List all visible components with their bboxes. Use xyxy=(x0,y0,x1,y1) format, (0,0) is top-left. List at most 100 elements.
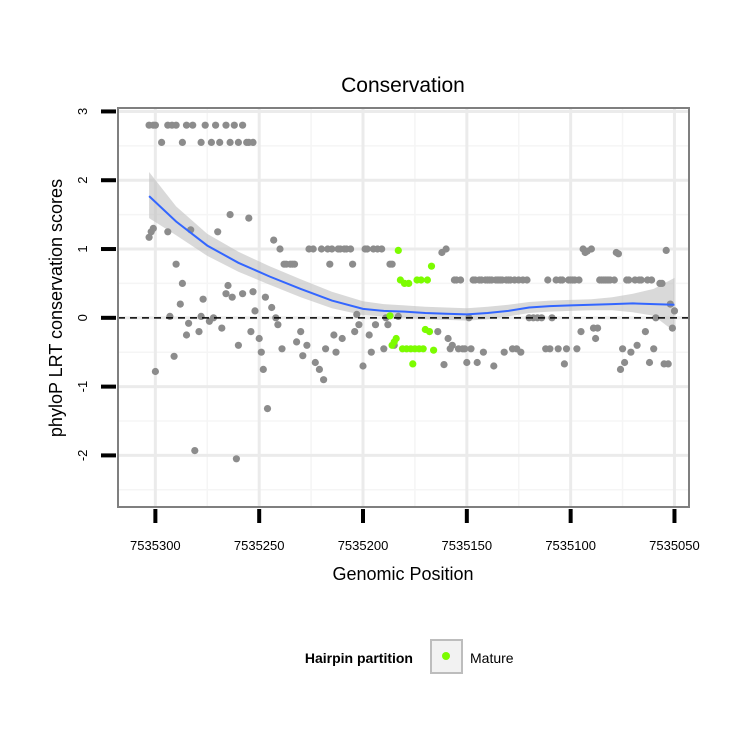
data-point xyxy=(664,360,672,368)
legend: Hairpin partition Mature xyxy=(305,639,514,674)
x-tick-label: 7535150 xyxy=(442,538,493,553)
data-point xyxy=(212,121,220,129)
legend-title: Hairpin partition xyxy=(305,650,413,666)
data-point xyxy=(303,341,311,349)
data-point xyxy=(249,288,257,296)
data-point xyxy=(151,367,159,376)
data-point xyxy=(637,276,645,284)
data-point xyxy=(650,345,658,353)
data-point xyxy=(473,358,481,367)
data-point xyxy=(457,276,465,284)
data-point xyxy=(297,328,305,336)
mature-data-point xyxy=(430,346,438,354)
mature-data-point xyxy=(392,334,400,343)
data-point xyxy=(214,228,222,236)
data-point xyxy=(232,455,240,463)
data-point xyxy=(546,345,554,353)
data-point xyxy=(176,300,184,308)
data-point xyxy=(172,260,180,268)
data-point xyxy=(332,348,340,356)
x-tick-label: 7535050 xyxy=(649,538,700,553)
y-axis: 3 2 1 0 -1 -2 xyxy=(75,108,116,461)
data-point xyxy=(380,345,388,353)
data-point xyxy=(149,224,157,232)
chart-title: Conservation xyxy=(341,74,465,97)
data-point xyxy=(276,245,284,253)
mature-data-point xyxy=(419,345,427,353)
data-point xyxy=(189,121,197,129)
mature-data-point xyxy=(409,360,417,368)
data-point xyxy=(315,365,323,373)
data-point xyxy=(209,314,218,322)
data-point xyxy=(249,138,257,146)
data-point xyxy=(317,245,326,253)
data-point xyxy=(197,138,205,146)
legend-key-mature-dot xyxy=(442,652,450,660)
data-point xyxy=(444,334,452,343)
data-point xyxy=(170,352,178,360)
data-point xyxy=(222,121,230,129)
data-point xyxy=(228,293,236,301)
data-point xyxy=(560,360,569,368)
data-point xyxy=(614,250,623,258)
mature-data-point xyxy=(417,276,425,284)
data-point xyxy=(448,341,456,349)
data-point xyxy=(594,324,602,332)
data-point xyxy=(490,362,498,370)
data-point xyxy=(255,334,263,343)
data-point xyxy=(274,321,282,329)
data-point xyxy=(633,341,641,349)
data-point xyxy=(182,121,191,129)
data-point xyxy=(394,312,402,320)
data-point xyxy=(263,405,272,413)
data-point xyxy=(222,290,230,298)
data-point xyxy=(309,245,317,253)
data-point xyxy=(463,358,471,367)
x-tick-label: 7535300 xyxy=(130,538,181,553)
data-point xyxy=(367,348,375,356)
data-point xyxy=(218,324,226,332)
data-point xyxy=(322,345,330,353)
data-point xyxy=(320,376,328,384)
mature-data-point xyxy=(386,312,394,320)
data-point xyxy=(158,138,166,146)
data-point xyxy=(226,211,234,219)
data-point xyxy=(257,348,265,356)
data-point xyxy=(442,245,450,253)
data-point xyxy=(461,345,469,353)
data-point xyxy=(349,260,357,268)
panel-border xyxy=(117,107,690,508)
data-point xyxy=(268,303,276,312)
y-tick-label: 1 xyxy=(75,245,90,252)
data-point xyxy=(234,138,242,146)
data-point xyxy=(195,328,203,336)
data-point xyxy=(616,365,625,373)
data-point xyxy=(178,138,186,146)
data-point xyxy=(434,328,442,336)
data-point xyxy=(185,319,193,327)
data-point xyxy=(353,310,361,318)
legend-label-mature: Mature xyxy=(470,650,514,666)
mature-data-point xyxy=(427,262,436,270)
y-tick-label: -2 xyxy=(75,450,90,462)
data-point xyxy=(627,348,635,356)
data-point xyxy=(645,358,654,367)
data-point xyxy=(500,348,508,356)
data-point xyxy=(207,138,215,146)
y-tick-label: 3 xyxy=(75,108,90,115)
data-point xyxy=(440,361,448,369)
data-point xyxy=(145,233,153,241)
mature-data-point xyxy=(423,276,431,284)
x-axis: 7535300 7535250 7535200 7535150 7535100 75350… xyxy=(130,509,700,553)
y-tick-label: 0 xyxy=(75,314,90,321)
data-point xyxy=(384,321,392,329)
data-point xyxy=(625,276,633,284)
data-point xyxy=(363,245,371,253)
data-point xyxy=(554,345,562,353)
data-point xyxy=(330,331,338,339)
data-point xyxy=(199,295,207,303)
data-point xyxy=(299,352,307,360)
data-point xyxy=(355,321,363,329)
data-point xyxy=(558,276,566,284)
data-point xyxy=(351,328,359,336)
